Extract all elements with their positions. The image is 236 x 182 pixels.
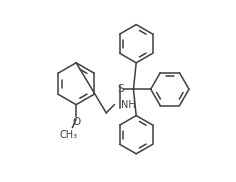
Text: O: O bbox=[72, 117, 80, 127]
Text: CH₃: CH₃ bbox=[60, 130, 78, 140]
Text: S: S bbox=[118, 84, 124, 94]
Text: NH: NH bbox=[121, 100, 135, 110]
